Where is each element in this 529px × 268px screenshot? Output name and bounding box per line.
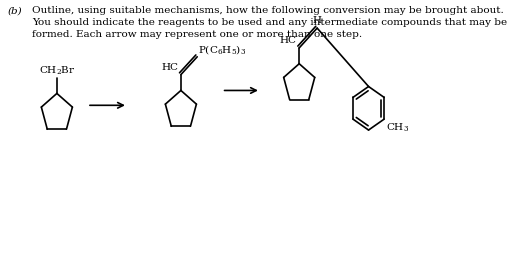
- Text: Outline, using suitable mechanisms, how the following conversion may be brought : Outline, using suitable mechanisms, how …: [32, 6, 504, 15]
- Text: HC: HC: [161, 63, 178, 72]
- Text: $\mathregular{CH_3}$: $\mathregular{CH_3}$: [386, 121, 409, 134]
- Text: $\mathregular{CH_2Br}$: $\mathregular{CH_2Br}$: [39, 64, 75, 77]
- Text: formed. Each arrow may represent one or more than one step.: formed. Each arrow may represent one or …: [32, 30, 362, 39]
- Text: (b): (b): [7, 6, 22, 15]
- Text: HC: HC: [280, 36, 297, 45]
- Text: H: H: [313, 16, 322, 25]
- Text: $\mathregular{P(C_6H_5)_3}$: $\mathregular{P(C_6H_5)_3}$: [198, 43, 246, 56]
- Text: You should indicate the reagents to be used and any intermediate compounds that : You should indicate the reagents to be u…: [32, 18, 507, 27]
